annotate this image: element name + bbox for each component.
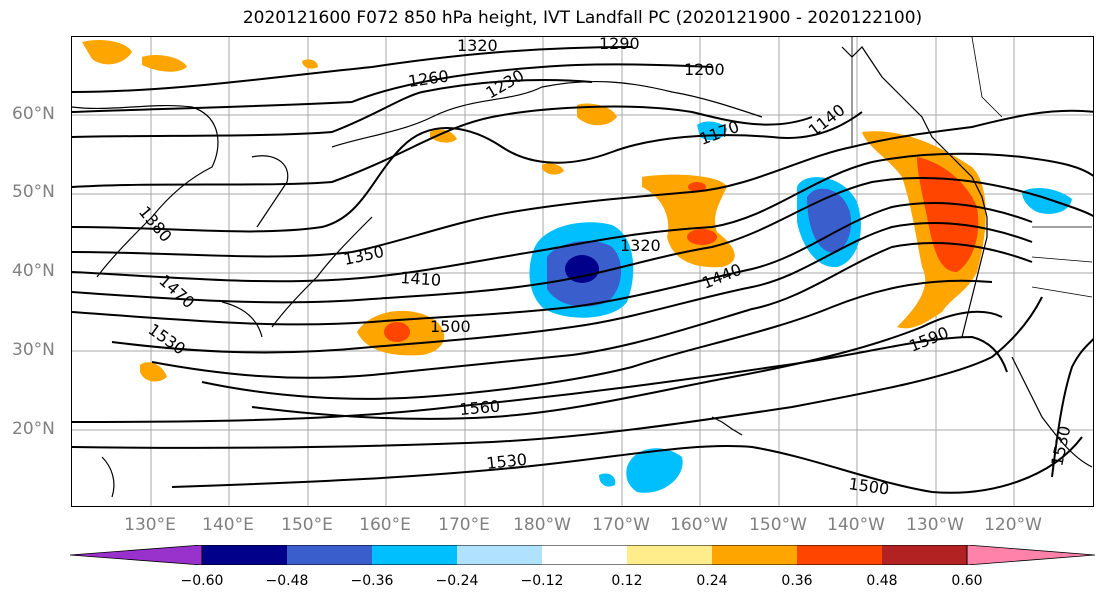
height-contours [72,46,1093,494]
contour-label: 1500 [847,474,890,498]
contour-label: 1530 [485,450,527,473]
colorbar-tick: 0.24 [696,573,728,589]
contour-label: 1500 [430,317,471,336]
colorbar-segment [882,545,967,565]
lat-label-60n: 60°N [12,104,55,124]
colorbar-tick: −0.60 [180,573,224,589]
lon-label: 130°W [906,515,964,535]
colorbar-tick: 0.36 [781,573,813,589]
colorbar-segment [712,545,797,565]
colorbar-tick: 0.12 [611,573,643,589]
ivt-shading [82,40,1072,493]
map-title: 2020121600 F072 850 hPa height, IVT Land… [242,8,923,28]
contour-label: 1140 [805,100,849,140]
colorbar-segment [457,545,542,565]
lat-label-30n: 30°N [12,340,55,360]
contour-label: 1560 [459,397,501,419]
colorbar-segment [69,544,203,566]
lat-label-50n: 50°N [12,182,55,202]
contour-label: 1350 [342,242,386,269]
colorbar-segment [287,545,372,565]
colorbar-tick: −0.36 [350,573,394,589]
contour-label: 1200 [684,60,725,79]
lon-label: 150°E [281,515,333,535]
colorbar-segment [966,544,1096,566]
contour-label: 1410 [400,268,442,290]
map-graphics: 1320 1290 1260 1230 1200 1140 1170 1380 … [72,37,1093,506]
contour-label: 1320 [620,236,661,255]
contour-label: 1170 [697,117,742,149]
colorbar-tick: −0.24 [435,573,479,589]
colorbar [69,544,1096,566]
contour-label: 1530 [1047,424,1074,468]
lon-label: 180°W [513,515,571,535]
lon-label: 130°E [124,515,176,535]
colorbar-segment [202,545,287,565]
colorbar-tick: 0.60 [951,573,983,589]
contour-label: 1380 [135,202,176,245]
colorbar-tick: −0.48 [265,573,309,589]
lon-label: 120°W [984,515,1042,535]
lon-label: 160°E [359,515,411,535]
colorbar-segment [372,545,457,565]
lon-label: 170°E [438,515,490,535]
colorbar-segment [627,545,712,565]
colorbar-segment [797,545,882,565]
lon-label: 140°E [202,515,254,535]
colorbar-tick: 0.48 [866,573,898,589]
lat-label-20n: 20°N [12,419,55,439]
contour-label: 1320 [457,37,498,55]
colorbar-segment [542,545,627,565]
lon-label: 170°W [592,515,650,535]
colorbar-tick: −0.12 [520,573,564,589]
lon-label: 160°W [670,515,728,535]
map-panel: 1320 1290 1260 1230 1200 1140 1170 1380 … [71,36,1094,507]
lat-label-40n: 40°N [12,261,55,281]
lon-label: 150°W [749,515,807,535]
lon-label: 140°W [827,515,885,535]
contour-label: 1290 [599,37,640,53]
